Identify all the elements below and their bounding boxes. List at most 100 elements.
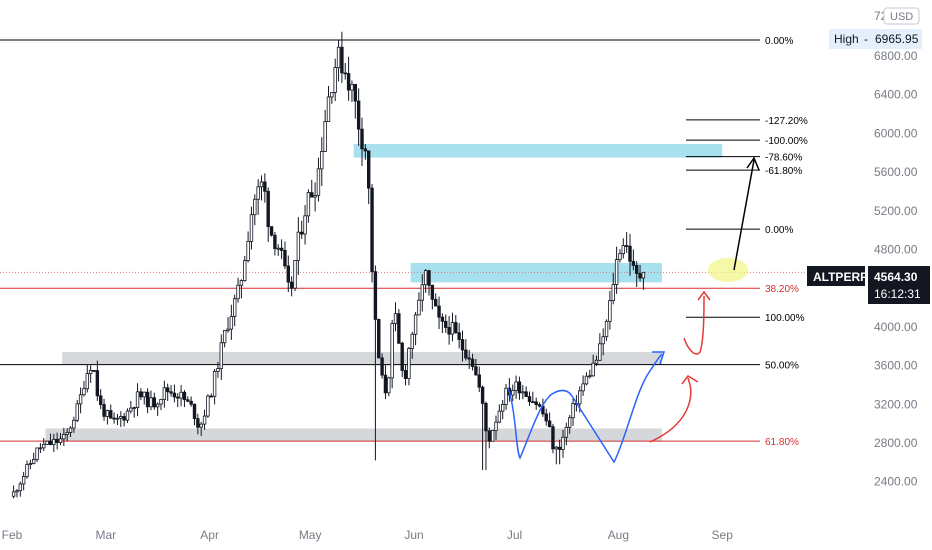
fib-levels-layer: 0.00% -127.20% -100.00% -78.60% -61.80% 0.00%… <box>0 36 808 448</box>
candle-body <box>534 401 538 405</box>
high-label: High - 6965.95 <box>829 29 922 49</box>
fib-label: 50.00% <box>765 361 799 372</box>
red-curve-upper <box>683 295 705 355</box>
candle-body <box>129 407 133 412</box>
candle-body <box>78 394 83 405</box>
candle-body <box>514 381 518 391</box>
candle-body <box>601 336 605 345</box>
candle-body <box>279 247 284 251</box>
candle-body <box>256 186 260 200</box>
last-price-tag: 4564.30 16:12:31 <box>868 266 930 304</box>
target-arrow-line <box>733 159 755 271</box>
candle-body <box>249 214 254 242</box>
high-label-dash: - <box>864 32 868 46</box>
candle-body <box>68 427 73 433</box>
high-label-bg <box>829 29 922 49</box>
candle-body <box>584 375 589 385</box>
candle-body <box>474 366 478 376</box>
candle-body <box>390 323 394 379</box>
candle-body <box>604 320 609 338</box>
candle-body <box>162 387 167 400</box>
time-tick-label: Feb <box>2 528 23 542</box>
candle-body <box>641 271 646 279</box>
candle-body <box>226 328 230 331</box>
yellow-highlight <box>708 258 748 282</box>
candle-body <box>263 181 267 192</box>
candle-body <box>82 388 86 396</box>
currency-badge-bg <box>883 7 920 25</box>
candle-body <box>88 370 93 375</box>
candle-body <box>155 403 160 408</box>
time-tick-label: Mar <box>95 528 116 542</box>
candle-body <box>440 316 445 322</box>
candle-body <box>222 330 227 344</box>
time-tick-label: Sep <box>712 528 734 542</box>
currency-tag: 7200.00 USD <box>874 7 920 25</box>
candle-body <box>11 491 16 497</box>
candle-body <box>45 440 49 445</box>
candle-body <box>564 426 569 438</box>
high-label-title: High <box>834 32 859 46</box>
candle-body <box>35 447 39 460</box>
candle-body <box>112 417 116 420</box>
candle-body <box>15 490 19 493</box>
candle-body <box>48 440 53 446</box>
candle-body <box>125 410 130 421</box>
candle-body <box>346 73 351 91</box>
red-curve-upper-arrowhead <box>697 290 711 301</box>
candle-body <box>55 438 59 443</box>
drawings-layer <box>507 156 760 464</box>
candle-body <box>591 362 595 377</box>
candle-body <box>631 260 636 266</box>
candle-body <box>635 265 639 274</box>
candle-body <box>400 342 404 371</box>
symbol-tag-bg <box>807 266 865 286</box>
candle-body <box>253 198 257 216</box>
candle-body <box>206 395 210 417</box>
candle-body <box>273 234 277 249</box>
candle-body <box>62 434 66 440</box>
candle-body <box>437 305 441 318</box>
candle-body <box>454 322 458 334</box>
candle-body <box>511 390 515 396</box>
candle-body <box>236 284 240 300</box>
candle-body <box>373 271 378 320</box>
candle-body <box>624 245 629 247</box>
candle-body <box>209 395 213 398</box>
candle-body <box>306 192 311 217</box>
fib-label: -100.00% <box>765 136 808 147</box>
candle-body <box>450 322 455 335</box>
candle-body <box>165 387 170 393</box>
price-tick-label: 4000.00 <box>874 320 918 334</box>
candle-body <box>500 404 505 412</box>
candle-body <box>618 253 622 260</box>
candle-body <box>246 241 250 261</box>
candle-body <box>28 463 33 465</box>
candle-body <box>289 281 294 289</box>
fib-label: 0.00% <box>765 36 793 47</box>
candle-body <box>407 348 411 379</box>
zones-layer <box>45 144 723 442</box>
candle-body <box>598 343 602 361</box>
candle-body <box>430 284 435 300</box>
candle-body <box>494 421 498 431</box>
candle-body <box>413 314 418 335</box>
candle-body <box>551 426 555 450</box>
high-label-value: 6965.95 <box>875 32 919 46</box>
candle-body <box>544 413 548 422</box>
candle-body <box>313 195 317 198</box>
candle-body <box>611 284 615 301</box>
candle-body <box>377 318 381 359</box>
candle-body <box>457 332 461 340</box>
candle-body <box>216 368 220 372</box>
time-axis[interactable]: Feb Mar Apr May Jun Jul Aug Sep <box>2 528 734 542</box>
candle-body <box>25 464 29 477</box>
fib-label: 0.00% <box>765 225 793 236</box>
candle-body <box>487 430 491 442</box>
retest-zone <box>410 263 662 283</box>
candle-body <box>360 128 364 150</box>
candle-body <box>95 370 100 397</box>
candle-body <box>75 403 79 421</box>
candle-body <box>132 407 136 409</box>
